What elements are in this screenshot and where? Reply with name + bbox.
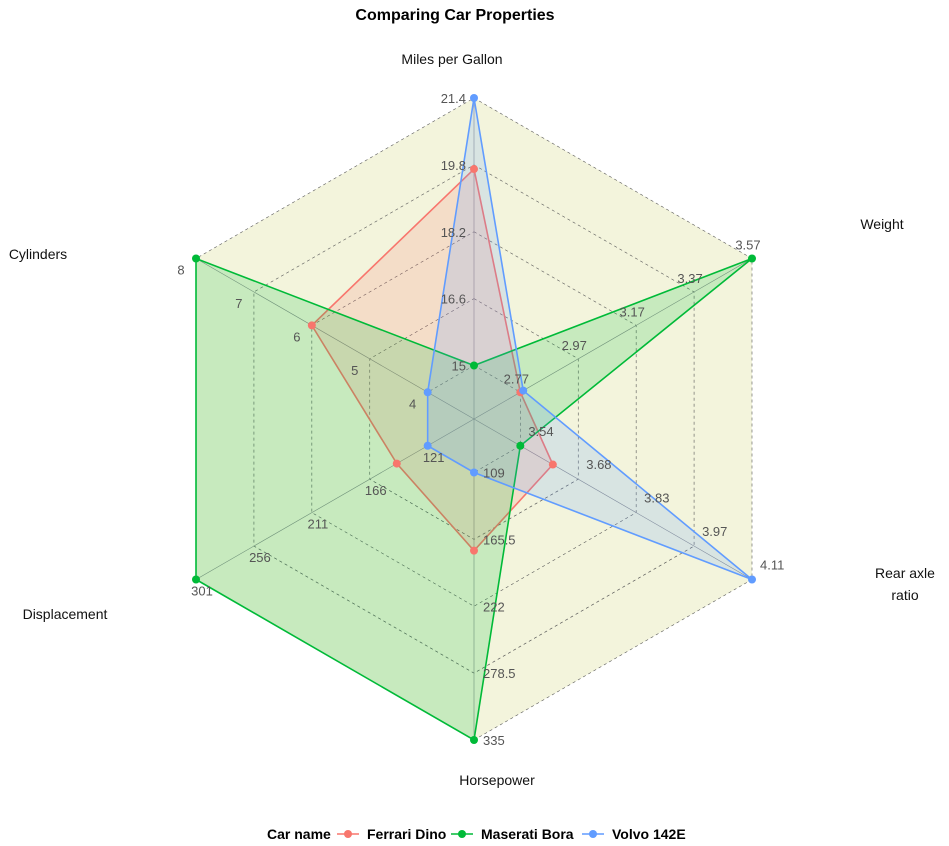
axis-title: Displacement xyxy=(23,606,108,622)
tick-label: 2.97 xyxy=(562,338,587,353)
legend-label: Ferrari Dino xyxy=(367,826,446,842)
legend-key-point xyxy=(458,830,466,838)
tick-label: 256 xyxy=(249,550,271,565)
tick-label: 3.54 xyxy=(528,424,553,439)
tick-label: 165.5 xyxy=(483,532,516,547)
data-point xyxy=(470,94,478,102)
data-point xyxy=(392,459,401,468)
tick-label: 5 xyxy=(351,363,358,378)
legend-title: Car name xyxy=(267,826,331,842)
tick-label: 3.17 xyxy=(620,304,645,319)
tick-label: 222 xyxy=(483,599,505,614)
legend-key-point xyxy=(344,830,352,838)
data-point xyxy=(423,388,432,397)
data-point xyxy=(747,254,756,263)
legend-key-point xyxy=(589,830,597,838)
data-point xyxy=(470,361,478,370)
data-point xyxy=(516,441,525,450)
tick-label: 109 xyxy=(483,466,505,481)
series-polygons xyxy=(192,94,756,744)
tick-label: 4.11 xyxy=(760,558,784,573)
data-point xyxy=(192,575,201,584)
data-point xyxy=(519,386,528,395)
legend-label: Maserati Bora xyxy=(481,826,574,842)
tick-label: 7 xyxy=(235,296,242,311)
chart-title: Comparing Car Properties xyxy=(355,7,554,24)
axis-title: ratio xyxy=(891,587,918,603)
tick-label: 21.4 xyxy=(441,91,466,106)
data-point xyxy=(470,165,478,174)
tick-labels: 15 16.6 18.2 19.8 21.4 2.77 2.97 3.17 3.37 3.57 3.… xyxy=(177,91,784,748)
tick-label: 3.37 xyxy=(677,271,702,286)
tick-label: 121 xyxy=(423,450,445,465)
tick-label: 6 xyxy=(293,329,300,344)
axis-title: Horsepower xyxy=(459,772,535,788)
data-point xyxy=(192,254,201,263)
data-point xyxy=(470,736,478,744)
tick-label: 3.57 xyxy=(735,238,760,253)
tick-label: 19.8 xyxy=(441,158,466,173)
tick-label: 4 xyxy=(409,396,416,411)
tick-label: 211 xyxy=(307,517,328,532)
axis-title: Cylinders xyxy=(9,246,67,262)
data-point xyxy=(470,546,478,555)
axis-title: Rear axle xyxy=(875,565,935,581)
legend-label: Volvo 142E xyxy=(612,826,686,842)
axis-title: Miles per Gallon xyxy=(401,51,502,67)
data-point xyxy=(307,321,316,330)
data-point xyxy=(548,460,557,469)
tick-label: 3.68 xyxy=(586,457,611,472)
legend: Car name Ferrari Dino Maserati Bora Volvo … xyxy=(267,826,686,842)
tick-label: 18.2 xyxy=(441,225,466,240)
axis-title: Weight xyxy=(860,216,903,232)
data-point xyxy=(470,468,478,477)
axis-titles: Miles per Gallon Weight Rear axle ratio Hors… xyxy=(9,51,935,788)
tick-label: 335 xyxy=(483,733,505,748)
tick-label: 278.5 xyxy=(483,666,516,681)
tick-label: 301 xyxy=(191,584,213,599)
data-point xyxy=(423,441,432,450)
tick-label: 15 xyxy=(452,359,466,374)
tick-label: 3.83 xyxy=(644,491,669,506)
data-point xyxy=(747,575,756,584)
tick-label: 3.97 xyxy=(702,524,727,539)
tick-label: 8 xyxy=(177,263,184,278)
tick-label: 166 xyxy=(365,483,387,498)
tick-label: 16.6 xyxy=(441,292,466,307)
tick-label: 2.77 xyxy=(504,371,529,386)
